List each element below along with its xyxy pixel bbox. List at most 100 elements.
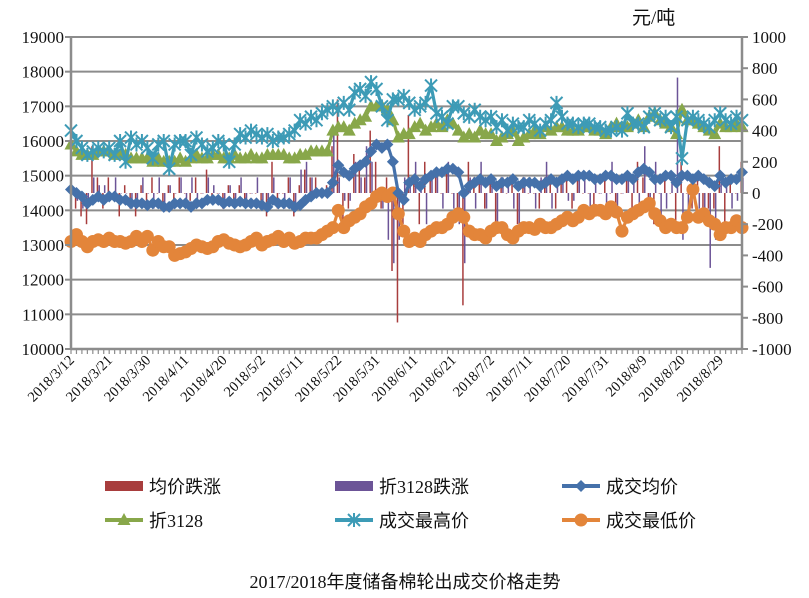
data-point <box>714 169 727 182</box>
bar-grade3128-change <box>300 169 302 193</box>
bar-avg-change <box>74 193 77 209</box>
data-point <box>343 169 356 182</box>
data-point <box>675 102 689 115</box>
data-point <box>364 75 378 90</box>
bar-grade3128-change <box>589 193 591 209</box>
bar-grade3128-change <box>333 130 335 193</box>
bar-avg-change <box>587 193 590 194</box>
data-point <box>189 130 204 145</box>
data-point <box>451 123 465 136</box>
bar-avg-change <box>658 193 661 194</box>
bar-grade3128-change <box>545 161 548 193</box>
bar-avg-change <box>183 193 186 194</box>
data-point <box>102 140 116 155</box>
bar-avg-change <box>451 193 453 194</box>
bar-avg-change <box>702 193 704 209</box>
data-point <box>298 116 313 131</box>
data-point <box>527 116 542 131</box>
bar-avg-change <box>243 193 246 201</box>
data-point <box>730 173 743 186</box>
bar-avg-change <box>625 177 628 193</box>
right-axis-tick-label: -800 <box>752 309 783 328</box>
data-point <box>337 95 351 110</box>
bar-grade3128-change <box>289 177 291 193</box>
data-point <box>331 203 345 217</box>
bar-grade3128-change <box>714 193 717 240</box>
data-point <box>702 120 716 135</box>
data-point <box>75 190 88 203</box>
bar-grade3128-change <box>436 169 439 193</box>
bar-avg-change <box>233 193 235 201</box>
bar-grade3128-change <box>163 193 166 209</box>
bar-avg-change <box>669 193 671 194</box>
bar-grade3128-change <box>245 193 248 201</box>
bar-grade3128-change <box>311 177 313 193</box>
bar-avg-change <box>331 146 333 193</box>
bar-avg-change <box>614 193 617 209</box>
left-axis-tick-label: 13000 <box>22 236 65 255</box>
bar-avg-change <box>445 169 448 193</box>
data-point <box>326 176 339 189</box>
bar-grade3128-change <box>474 193 477 209</box>
data-point <box>544 113 558 128</box>
data-point <box>369 82 384 96</box>
data-point <box>500 123 515 138</box>
data-point <box>467 102 482 117</box>
data-point <box>490 134 504 146</box>
data-point <box>69 134 84 148</box>
bar-grade3128-change <box>665 193 668 209</box>
bar-grade3128-change <box>213 185 215 193</box>
bar-grade3128-change <box>518 193 521 232</box>
data-point <box>452 166 465 179</box>
bar-grade3128-change <box>114 177 117 193</box>
bar-grade3128-change <box>453 193 455 209</box>
legend-label: 折3128跌涨 <box>379 477 469 497</box>
bar-grade3128-change <box>87 193 90 201</box>
data-point <box>146 151 160 166</box>
bar-grade3128-change <box>349 193 351 201</box>
data-point <box>485 173 498 186</box>
left-axis-tick-label: 14000 <box>22 201 65 220</box>
legend-marker-icon <box>117 513 131 525</box>
bar-grade3128-change <box>360 177 362 193</box>
bar-grade3128-change <box>158 177 160 193</box>
bar-avg-change <box>593 193 595 209</box>
legend-item: 折3128 <box>105 511 203 531</box>
left-axis-tick-label: 16000 <box>22 132 65 151</box>
data-point <box>626 173 639 186</box>
bar-avg-change <box>140 185 142 193</box>
data-point <box>358 88 373 103</box>
data-point <box>424 120 438 133</box>
bar-grade3128-change <box>218 193 220 194</box>
data-point <box>413 116 427 129</box>
legend-marker-icon <box>347 513 361 527</box>
data-point <box>309 113 324 128</box>
chart-title: 2017/2018年度储备棉轮出成交价格走势 <box>250 572 561 592</box>
bar-avg-change <box>620 193 622 194</box>
bar-avg-change <box>145 193 148 201</box>
data-point <box>708 180 721 193</box>
bar-grade3128-change <box>262 193 264 201</box>
bar-avg-change <box>674 193 677 225</box>
right-axis-tick-label: 0 <box>752 184 761 203</box>
bar-avg-change <box>636 161 639 193</box>
left-axis-tick-label: 12000 <box>22 271 65 290</box>
bar-grade3128-change <box>605 193 608 209</box>
bar-grade3128-change <box>698 193 701 209</box>
bar-grade3128-change <box>447 161 450 193</box>
bar-avg-change <box>358 169 361 193</box>
bar-avg-change <box>582 193 584 194</box>
bar-grade3128-change <box>709 193 711 268</box>
data-point <box>178 134 193 148</box>
bar-grade3128-change <box>387 193 390 240</box>
data-point <box>675 151 689 166</box>
legend-label: 成交最低价 <box>606 511 696 531</box>
right-axis-tick-label: -1000 <box>752 340 792 359</box>
bar-grade3128-change <box>278 193 281 194</box>
data-point <box>506 173 519 186</box>
bar-avg-change <box>462 193 464 306</box>
bar-grade3128-change <box>731 193 733 209</box>
data-point <box>381 138 394 151</box>
data-point <box>206 140 220 155</box>
